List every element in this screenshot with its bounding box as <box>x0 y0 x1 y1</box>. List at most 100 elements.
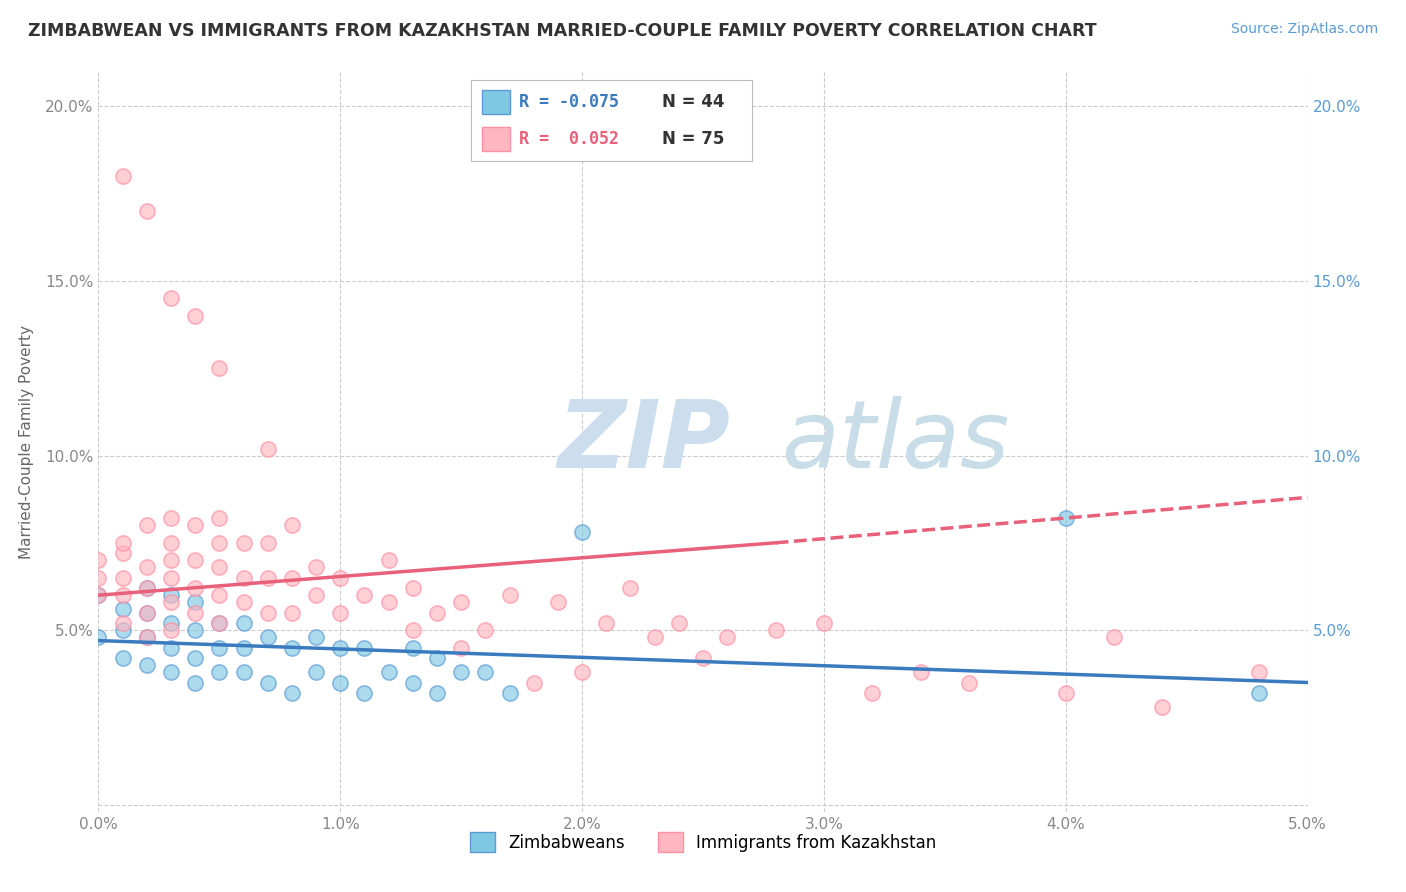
Point <box>474 623 496 637</box>
Point <box>1054 686 1077 700</box>
Point <box>1102 630 1125 644</box>
Point <box>208 511 231 525</box>
Point <box>184 595 207 609</box>
Point <box>329 640 352 655</box>
Point <box>305 588 328 602</box>
Point <box>813 616 835 631</box>
Point <box>450 640 472 655</box>
Point <box>305 560 328 574</box>
Text: ZIP: ZIP <box>558 395 731 488</box>
Point <box>160 616 183 631</box>
Point <box>644 630 666 644</box>
Point <box>281 571 304 585</box>
Text: ZIMBABWEAN VS IMMIGRANTS FROM KAZAKHSTAN MARRIED-COUPLE FAMILY POVERTY CORRELATI: ZIMBABWEAN VS IMMIGRANTS FROM KAZAKHSTAN… <box>28 22 1097 40</box>
Point <box>377 595 399 609</box>
Point <box>305 665 328 679</box>
Point <box>87 630 110 644</box>
Point <box>1054 511 1077 525</box>
Point <box>232 571 254 585</box>
Point <box>184 581 207 595</box>
Point <box>208 640 231 655</box>
Point <box>232 616 254 631</box>
Point <box>860 686 883 700</box>
Point <box>184 518 207 533</box>
Point <box>184 606 207 620</box>
Point <box>160 291 183 305</box>
Point <box>87 571 110 585</box>
Point <box>619 581 641 595</box>
Point <box>426 606 449 620</box>
Point <box>87 553 110 567</box>
Point <box>208 361 231 376</box>
Point <box>208 616 231 631</box>
Text: N = 44: N = 44 <box>662 93 724 111</box>
Point <box>256 536 278 550</box>
Point <box>256 630 278 644</box>
Point <box>160 665 183 679</box>
Point <box>87 588 110 602</box>
Point <box>160 595 183 609</box>
Point <box>668 616 690 631</box>
Point <box>111 651 134 665</box>
Point <box>305 630 328 644</box>
Point <box>329 606 352 620</box>
Text: N = 75: N = 75 <box>662 130 724 148</box>
Point <box>111 536 134 550</box>
Point <box>329 675 352 690</box>
Point <box>402 581 425 595</box>
Point <box>160 536 183 550</box>
Point <box>716 630 738 644</box>
Point <box>232 595 254 609</box>
Point <box>910 665 932 679</box>
Point <box>135 630 157 644</box>
Point <box>160 623 183 637</box>
Point <box>571 665 593 679</box>
Text: atlas: atlas <box>782 396 1010 487</box>
Point <box>1249 686 1271 700</box>
Bar <box>482 90 510 114</box>
Point <box>256 571 278 585</box>
Point <box>135 630 157 644</box>
Point <box>184 553 207 567</box>
Text: R = -0.075: R = -0.075 <box>519 93 619 111</box>
Bar <box>482 127 510 151</box>
Point <box>160 511 183 525</box>
Point <box>1152 700 1174 714</box>
Point <box>256 675 278 690</box>
Point <box>208 560 231 574</box>
Point <box>135 204 157 219</box>
Point <box>111 546 134 560</box>
Point <box>160 571 183 585</box>
Point <box>160 640 183 655</box>
Point <box>232 536 254 550</box>
Point <box>547 595 569 609</box>
Point <box>135 581 157 595</box>
Point <box>256 442 278 456</box>
Point <box>498 588 520 602</box>
Point <box>87 588 110 602</box>
Point <box>498 686 520 700</box>
Point <box>353 686 375 700</box>
Point <box>135 518 157 533</box>
Y-axis label: Married-Couple Family Poverty: Married-Couple Family Poverty <box>20 325 34 558</box>
Point <box>160 588 183 602</box>
Point <box>957 675 980 690</box>
Point <box>111 588 134 602</box>
Text: Source: ZipAtlas.com: Source: ZipAtlas.com <box>1230 22 1378 37</box>
Point <box>111 169 134 183</box>
Point <box>160 553 183 567</box>
Point <box>402 640 425 655</box>
Point <box>353 588 375 602</box>
Point <box>208 536 231 550</box>
Point <box>377 665 399 679</box>
Point <box>111 602 134 616</box>
Text: R =  0.052: R = 0.052 <box>519 130 619 148</box>
Point <box>765 623 787 637</box>
Point <box>184 309 207 323</box>
Point <box>474 665 496 679</box>
Point <box>208 665 231 679</box>
Point <box>111 616 134 631</box>
Point <box>692 651 714 665</box>
Point <box>184 651 207 665</box>
Point <box>1249 665 1271 679</box>
